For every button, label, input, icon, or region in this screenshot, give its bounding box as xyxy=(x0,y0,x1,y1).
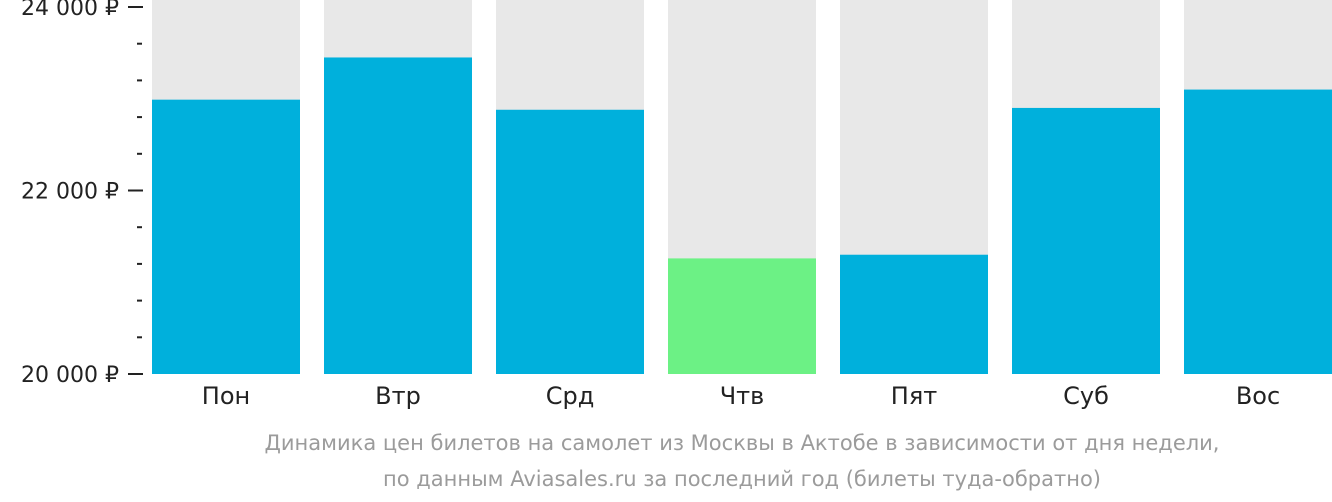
y-tick-label-1: 20 000 ₽ xyxy=(21,363,119,388)
x-tick-label-5: Пят xyxy=(891,382,937,410)
y-tick-label-2: 22 000 ₽ xyxy=(21,180,119,205)
x-tick-label-2: Втр xyxy=(375,382,421,410)
bar-7[interactable] xyxy=(1184,89,1332,374)
x-tick-label-3: Срд xyxy=(546,382,595,410)
y-axis: 20 000 ₽ 22 000 ₽ 24 000 ₽ xyxy=(21,0,143,388)
bar-4[interactable] xyxy=(668,258,816,374)
x-tick-label-1: Пон xyxy=(202,382,250,410)
chart-caption-line-2: по данным Aviasales.ru за последний год … xyxy=(383,467,1101,491)
bars xyxy=(152,57,1332,375)
bar-2[interactable] xyxy=(324,57,472,375)
x-tick-label-7: Вос xyxy=(1236,382,1280,410)
bar-6[interactable] xyxy=(1012,107,1160,375)
x-tick-label-4: Чтв xyxy=(720,382,765,410)
bar-5[interactable] xyxy=(840,254,988,374)
x-tick-label-6: Суб xyxy=(1063,382,1109,410)
chart-caption-line-1: Динамика цен билетов на самолет из Москв… xyxy=(264,431,1220,455)
x-axis: Пон Втр Срд Чтв Пят Суб Вос xyxy=(202,382,1280,410)
bar-1[interactable] xyxy=(152,99,300,374)
bar-3[interactable] xyxy=(496,109,644,374)
y-tick-label-3: 24 000 ₽ xyxy=(21,0,119,21)
